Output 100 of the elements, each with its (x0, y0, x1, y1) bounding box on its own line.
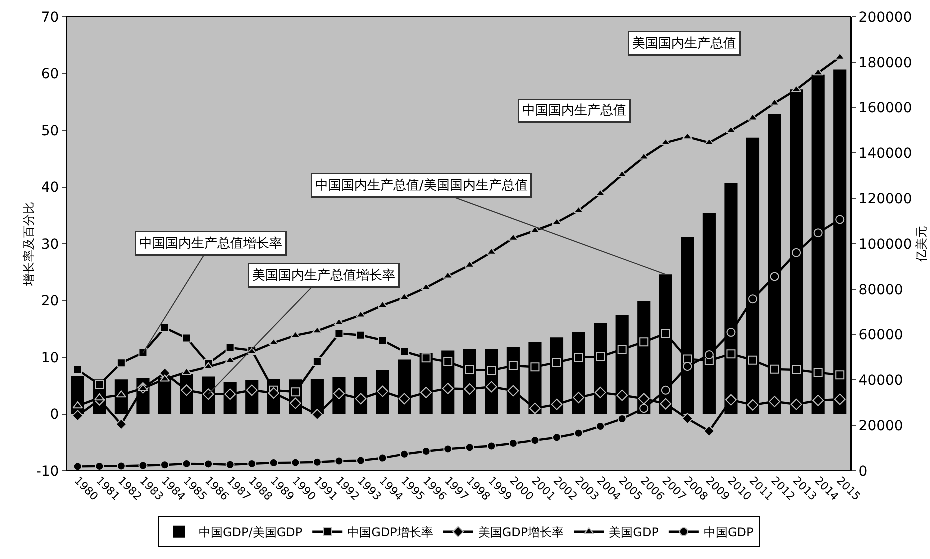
point (552, 433, 562, 442)
point (465, 365, 474, 374)
point (726, 350, 736, 359)
point (552, 358, 562, 368)
point (204, 460, 214, 469)
point (291, 458, 300, 468)
point (486, 381, 498, 393)
point (356, 330, 366, 340)
point (138, 461, 148, 470)
point (378, 301, 388, 308)
point (661, 386, 670, 395)
annotation: 中国国内生产总值增长率 (140, 236, 282, 252)
point (661, 329, 670, 338)
point (465, 443, 474, 452)
y-tick-label: 10 (41, 350, 60, 366)
y2-tick-label: 0 (858, 464, 868, 480)
point (834, 394, 846, 406)
y2-tick-label: 20000 (858, 418, 904, 434)
point (400, 347, 410, 356)
point (334, 329, 344, 338)
y2-axis-title: 亿美元 (914, 226, 928, 263)
point (618, 345, 627, 354)
y-tick-label: 40 (41, 180, 60, 196)
point (400, 450, 410, 459)
point (116, 462, 126, 471)
point (508, 385, 520, 397)
legend-label: 美国GDP增长率 (478, 526, 564, 540)
point (812, 394, 824, 406)
point (487, 442, 496, 451)
point (596, 352, 606, 362)
point (682, 132, 693, 140)
y-tick-label: 60 (41, 66, 60, 83)
point (616, 390, 628, 402)
point (398, 393, 410, 405)
point (573, 392, 584, 404)
point (420, 386, 432, 398)
y-tick-label: 70 (41, 10, 60, 26)
point (116, 418, 128, 430)
point (73, 462, 82, 471)
point (442, 383, 454, 394)
point (225, 356, 236, 364)
point (182, 334, 192, 343)
point (95, 380, 104, 390)
y2-tick-label: 200000 (858, 10, 912, 26)
legend-label: 美国GDP (609, 526, 659, 540)
point (682, 413, 694, 424)
y2-tick-label: 160000 (858, 100, 912, 117)
point (226, 460, 235, 470)
point (770, 272, 780, 282)
point (770, 98, 780, 106)
legend-label: 中国GDP/美国GDP (199, 526, 303, 540)
point (138, 384, 148, 392)
point (508, 362, 518, 371)
y2-tick-label: 120000 (858, 192, 912, 208)
point (530, 362, 540, 372)
point (814, 228, 823, 238)
point (748, 294, 758, 304)
point (422, 354, 431, 363)
point (487, 366, 496, 376)
point (530, 436, 540, 446)
point (594, 386, 606, 398)
point (138, 348, 148, 358)
annotation: 美国国内生产总值增长率 (252, 268, 396, 284)
annotation: 中国国内生产总值 (522, 104, 626, 118)
point (683, 354, 692, 364)
point (246, 384, 258, 396)
point (748, 356, 758, 365)
point (464, 384, 476, 395)
point (226, 343, 235, 352)
point (574, 353, 584, 362)
y-tick-label: 30 (41, 236, 60, 253)
point (530, 226, 540, 234)
y2-tick-label: 60000 (858, 328, 904, 344)
y-axis-title: 增长率及百分比 (22, 202, 36, 287)
point (836, 215, 845, 224)
y2-tick-label: 100000 (858, 236, 912, 253)
point (814, 368, 823, 378)
point (790, 398, 802, 410)
y-tick-label: -10 (36, 464, 60, 480)
point (421, 283, 432, 290)
point (486, 248, 497, 255)
point (770, 364, 780, 374)
legend-label: 中国GDP增长率 (348, 526, 434, 540)
point (660, 398, 672, 410)
point (116, 358, 126, 368)
point (160, 460, 170, 470)
point (726, 394, 737, 406)
y2-tick-label: 80000 (858, 282, 904, 298)
point (617, 170, 628, 178)
point (747, 399, 759, 411)
y2-tick-label: 140000 (858, 146, 912, 162)
annotation: 中国国内生产总值/美国国内生产总值 (316, 178, 528, 194)
y2-tick-label: 180000 (858, 55, 912, 72)
point (704, 426, 716, 437)
point (813, 68, 824, 76)
point (334, 456, 344, 466)
point (726, 328, 736, 338)
point (704, 350, 714, 360)
point (312, 356, 322, 366)
point (444, 358, 453, 367)
